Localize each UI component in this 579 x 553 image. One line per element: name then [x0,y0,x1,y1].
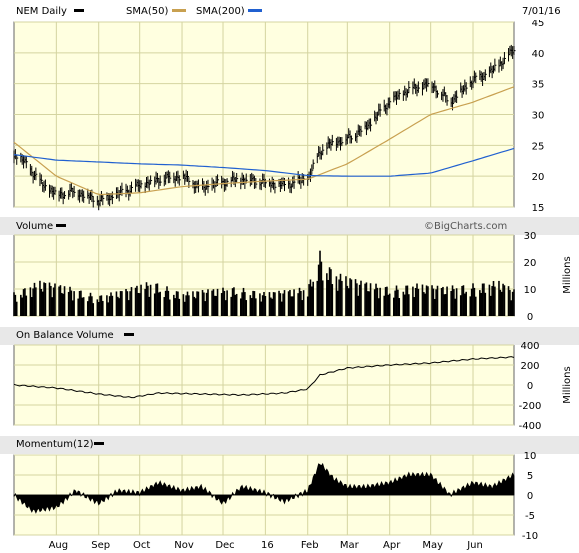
price-tick-label: 15 [532,203,545,214]
sma50-legend-swatch [172,9,186,12]
obv-tick-label: -400 [519,421,542,432]
momentum-area [13,462,515,514]
volume-bars [13,250,515,316]
x-tick-label: Dec [215,540,234,551]
x-tick-label: Mar [340,540,360,551]
obv-tick-label: -200 [519,401,542,412]
price-tick-label: 30 [532,111,545,122]
momentum-tick-label: 5 [527,471,533,482]
price-tick-label: 40 [532,49,545,60]
x-tick-label: Oct [133,540,150,551]
volume-title: Volume [16,221,53,232]
obv-header-strip [0,327,579,345]
momentum-tick-label: -5 [525,511,535,522]
volume-tick-label: 20 [524,258,537,269]
x-tick-label: May [422,540,443,551]
sma50-legend-label: SMA(50) [126,6,168,17]
x-tick-label: Jun [466,540,483,551]
sma50-line [13,86,515,196]
ticker-label: NEM Daily [16,6,67,17]
momentum-tick-label: -10 [522,531,538,542]
obv-legend-swatch [124,333,134,336]
price-tick-label: 20 [532,172,545,183]
x-tick-label: 16 [261,540,274,551]
sma200-line [13,147,515,177]
obv-tick-label: 0 [527,381,533,392]
price-tick-label: 35 [532,80,545,91]
x-tick-label: Sep [91,540,110,551]
sma200-legend-label: SMA(200) [196,6,245,17]
price-tick-label: 25 [532,141,545,152]
obv-axis-label: Millions [562,366,573,403]
momentum-tick-label: 0 [527,491,533,502]
obv-line [13,356,515,399]
momentum-legend-swatch [94,442,104,445]
obv-tick-label: 400 [520,341,539,352]
x-tick-label: Aug [49,540,69,551]
volume-tick-label: 0 [527,312,533,323]
momentum-tick-label: 10 [524,451,537,462]
volume-legend-swatch [56,224,66,227]
momentum-title: Momentum(12) [16,439,94,450]
momentum-header-strip [0,436,579,454]
x-tick-label: Nov [174,540,194,551]
volume-tick-label: 10 [524,285,537,296]
chart-date: 7/01/16 [522,6,561,17]
watermark: ©BigCharts.com [424,221,507,232]
volume-axis-label: Millions [562,256,573,293]
price-header-strip [0,0,579,20]
volume-tick-label: 30 [524,231,537,242]
volume-header-strip [0,217,579,235]
x-tick-label: Apr [383,540,401,551]
price-tick-label: 45 [532,18,545,29]
sma200-legend-swatch [248,9,262,12]
ticker-legend-swatch [74,9,84,12]
obv-title: On Balance Volume [16,330,114,341]
x-tick-label: Feb [301,540,319,551]
obv-tick-label: 200 [520,361,539,372]
